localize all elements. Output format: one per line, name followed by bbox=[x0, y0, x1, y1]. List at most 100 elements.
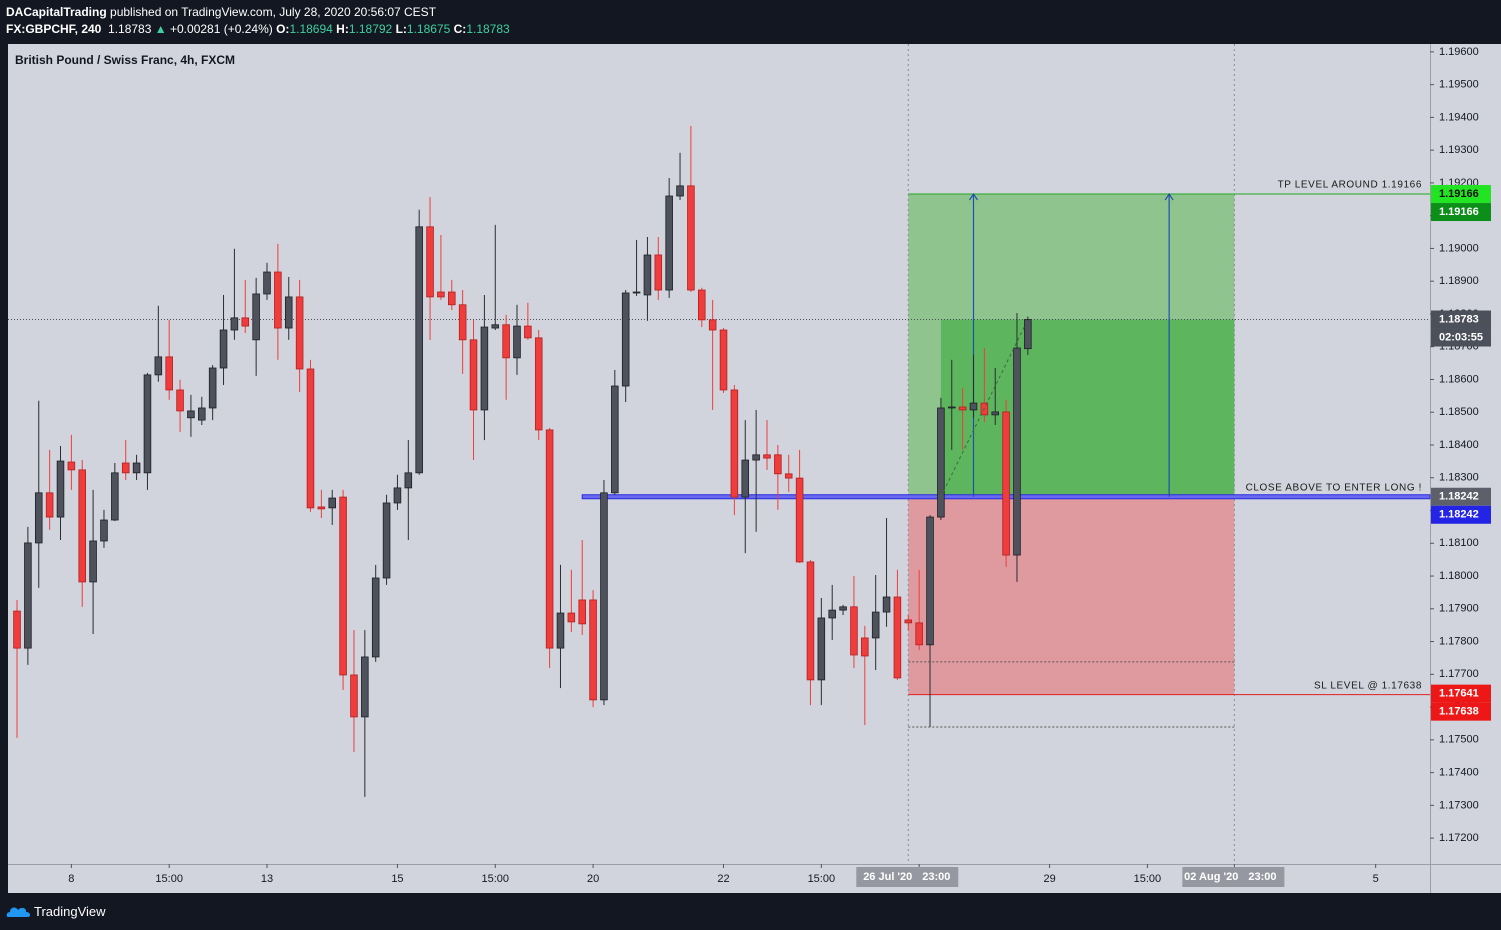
candle-body bbox=[676, 185, 684, 197]
candle-body bbox=[382, 502, 391, 579]
symbol: FX:GBPCHF, 240 bbox=[6, 22, 102, 36]
candle-body bbox=[371, 577, 380, 658]
logo bbox=[6, 907, 31, 917]
y-tick-label: 1.19500 bbox=[1439, 79, 1479, 91]
h-label: H: bbox=[336, 22, 349, 36]
arrow: ▲ bbox=[154, 22, 167, 36]
candle-body bbox=[480, 326, 489, 411]
x-tick-label: 8 bbox=[68, 873, 74, 885]
price-badge-bg bbox=[1431, 505, 1491, 524]
countdown: 02:03:55 bbox=[1439, 331, 1483, 343]
candle-body bbox=[24, 542, 32, 649]
candle-body bbox=[654, 254, 663, 291]
candle-body bbox=[78, 469, 87, 583]
candle-body bbox=[991, 411, 1000, 416]
x-tick-label: 15:00 bbox=[808, 873, 836, 885]
candle-body bbox=[643, 254, 652, 296]
candle-body bbox=[121, 462, 130, 474]
candle-body bbox=[632, 291, 641, 294]
y-tick-label: 1.18000 bbox=[1439, 570, 1479, 582]
header: DACapitalTrading published on TradingVie… bbox=[0, 0, 1501, 44]
candle-body bbox=[915, 622, 923, 646]
candle-body bbox=[252, 293, 260, 341]
trend-line bbox=[940, 319, 1029, 497]
candle-body bbox=[284, 296, 293, 329]
chart-title: British Pound / Swiss Franc, 4h, FXCM bbox=[15, 53, 235, 67]
candle-body bbox=[274, 271, 282, 329]
candle-body bbox=[806, 561, 815, 681]
y-tick-label: 1.19400 bbox=[1439, 111, 1479, 123]
price-badge: 1.18242 bbox=[1439, 491, 1479, 503]
candle-body bbox=[491, 324, 500, 329]
candle-body bbox=[741, 459, 750, 498]
candle-body bbox=[198, 407, 206, 421]
x-tick-label: 15 bbox=[391, 873, 403, 885]
time-badge-date: 02 Aug '20 bbox=[1184, 871, 1238, 883]
x-tick-label: 15:00 bbox=[481, 873, 509, 885]
price-badge: 1.19166 bbox=[1439, 206, 1479, 218]
o-label: O: bbox=[276, 22, 290, 36]
candle-body bbox=[404, 472, 413, 489]
candle-body bbox=[208, 367, 217, 409]
candle-body bbox=[882, 596, 891, 613]
x-tick-label: 13 bbox=[261, 873, 273, 885]
price-badge: 1.18783 bbox=[1439, 313, 1479, 325]
candle-body bbox=[1013, 347, 1021, 556]
y-tick-label: 1.17400 bbox=[1439, 767, 1479, 779]
time-badge-date: 26 Jul '20 bbox=[863, 871, 912, 883]
price-badge: 1.17641 bbox=[1439, 688, 1479, 700]
candle-body bbox=[469, 339, 478, 411]
author: DACapitalTrading bbox=[6, 5, 107, 19]
h: 1.18792 bbox=[348, 22, 393, 36]
y-tick-label: 1.17700 bbox=[1439, 668, 1479, 680]
chart: British Pound / Swiss Franc, 4h, FXCM 1.… bbox=[8, 44, 1501, 893]
time-badge-bg bbox=[1182, 867, 1285, 887]
y-tick-label: 1.17800 bbox=[1439, 635, 1479, 647]
open-profit-zone bbox=[940, 319, 1235, 497]
candle-body bbox=[850, 606, 858, 656]
x-tick-label: 15:00 bbox=[155, 873, 183, 885]
countdown-bg bbox=[1431, 328, 1491, 347]
arrow bbox=[1164, 192, 1174, 497]
candle-body bbox=[111, 472, 119, 521]
x-tick-label: 15:00 bbox=[1134, 873, 1162, 885]
price-badge-bg bbox=[1431, 684, 1491, 703]
price-badge-bg bbox=[1431, 203, 1491, 222]
candle-body bbox=[100, 519, 108, 542]
candle-body bbox=[295, 296, 304, 370]
candle-body bbox=[448, 291, 456, 306]
price-badge-bg bbox=[1431, 487, 1491, 506]
l: 1.18675 bbox=[406, 22, 451, 36]
candle-body bbox=[817, 617, 826, 681]
candle-body bbox=[187, 410, 195, 419]
x-tick-label: 29 bbox=[1043, 873, 1055, 885]
candle-body bbox=[524, 325, 532, 339]
candle-body bbox=[904, 619, 913, 624]
x-tick-label: 5 bbox=[1373, 873, 1379, 885]
candle-body bbox=[45, 492, 54, 518]
candle-body bbox=[926, 516, 934, 646]
price-badge: 1.18242 bbox=[1439, 509, 1479, 521]
candle-body bbox=[230, 317, 239, 331]
candle-body bbox=[969, 402, 978, 411]
y-tick-label: 1.17500 bbox=[1439, 734, 1479, 746]
candle-body bbox=[708, 319, 717, 331]
time-badge-time: 23:00 bbox=[922, 871, 950, 883]
x-tick-label: 22 bbox=[717, 873, 729, 885]
l-label: L: bbox=[395, 22, 407, 36]
candle-body bbox=[958, 406, 967, 411]
candle-body bbox=[578, 599, 586, 625]
y-tick-label: 1.18600 bbox=[1439, 373, 1479, 385]
y-tick-label: 1.18400 bbox=[1439, 439, 1479, 451]
candle-body bbox=[339, 496, 347, 676]
candle-body bbox=[328, 497, 336, 509]
candle-body bbox=[763, 454, 771, 459]
candle-body bbox=[415, 226, 423, 474]
candle-body bbox=[600, 492, 608, 701]
candle-body bbox=[437, 291, 445, 298]
legend: FX:GBPCHF, 240 1.18783 ▲ +0.00281 (+0.24… bbox=[6, 22, 510, 36]
last: 1.18783 bbox=[108, 22, 152, 36]
y-tick-label: 1.18900 bbox=[1439, 275, 1479, 287]
candle-body bbox=[687, 185, 695, 291]
